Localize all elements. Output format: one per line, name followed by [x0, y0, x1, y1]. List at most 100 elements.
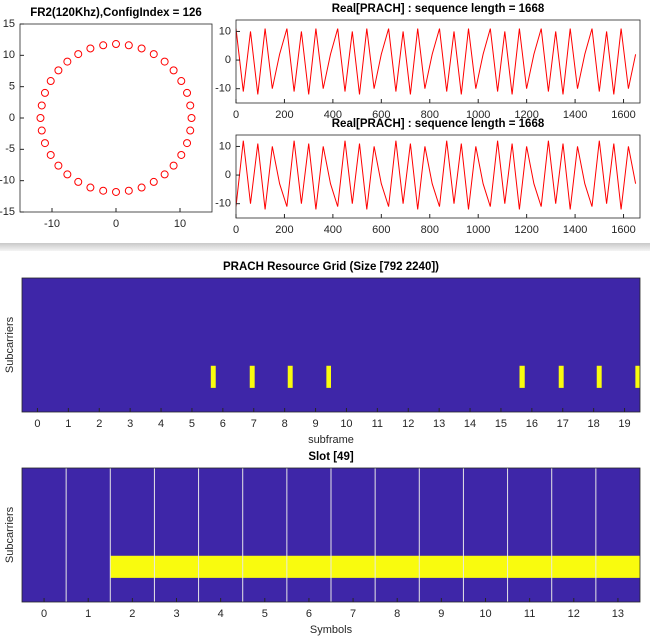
point [160, 170, 169, 179]
point [54, 66, 63, 75]
y-axis-label: Subcarriers [4, 506, 16, 563]
point [99, 186, 108, 195]
x-tick-label: 8 [282, 418, 288, 430]
y-tick-label: -5 [5, 143, 15, 155]
x-tick-label: 0 [34, 418, 40, 430]
point [183, 88, 192, 97]
x-tick-label: 3 [173, 608, 179, 620]
y-tick-label: -10 [215, 198, 231, 210]
line [236, 28, 637, 95]
point [169, 66, 178, 75]
point [63, 170, 72, 179]
point [183, 139, 192, 148]
y-tick-label: 10 [3, 49, 15, 61]
point [86, 44, 95, 53]
x-tick-label: 600 [372, 109, 390, 121]
cell-block [519, 365, 525, 388]
point [124, 186, 133, 195]
point [112, 187, 120, 196]
x-tick-label: 600 [372, 224, 390, 236]
point [169, 161, 178, 170]
y-tick-label: 0 [225, 54, 231, 66]
cell-block [287, 365, 293, 388]
x-tick-label: 6 [220, 418, 226, 430]
point [177, 150, 186, 159]
x-tick-label: 1200 [514, 109, 538, 121]
x-tick-label: 1200 [514, 224, 538, 236]
chart-title: FR2(120Khz),ConfigIndex = 126 [30, 7, 202, 19]
x-tick-label: 3 [127, 418, 133, 430]
x-tick-label: 9 [312, 418, 318, 430]
y-tick-label: 0 [9, 112, 15, 124]
cell-block [635, 365, 640, 388]
y-tick-label: -15 [0, 206, 15, 218]
point [137, 183, 146, 192]
y-axis-label: Subcarriers [4, 316, 16, 373]
chart-title: Real[PRACH] : sequence length = 1668 [332, 118, 545, 130]
point [74, 50, 83, 59]
x-tick-label: 8 [394, 608, 400, 620]
x-tick-label: 0 [233, 109, 239, 121]
y-tick-label: -10 [0, 175, 15, 187]
y-tick-label: 10 [219, 25, 231, 37]
point [160, 57, 169, 66]
x-tick-label: 1600 [611, 224, 635, 236]
cell-block [210, 365, 216, 388]
x-tick-label: 13 [612, 608, 624, 620]
point [40, 88, 49, 97]
point [54, 161, 63, 170]
x-axis-label: subframe [308, 434, 354, 446]
x-tick-label: 800 [421, 224, 439, 236]
axes-box [21, 467, 641, 603]
x-tick-label: 800 [421, 109, 439, 121]
x-tick-label: 16 [526, 418, 538, 430]
chart-title: PRACH Resource Grid (Size [792 2240]) [223, 261, 439, 273]
x-tick-label: 400 [324, 109, 342, 121]
point [36, 114, 45, 122]
point [186, 101, 195, 110]
point [99, 41, 108, 50]
x-tick-label: 12 [568, 608, 580, 620]
x-tick-label: 4 [218, 608, 224, 620]
x-tick-label: 7 [350, 608, 356, 620]
point [37, 126, 46, 135]
y-tick-label: 15 [3, 18, 15, 30]
x-tick-label: 9 [438, 608, 444, 620]
point [112, 40, 120, 49]
cell-block [558, 365, 564, 388]
x-tick-label: 0 [113, 218, 119, 230]
x-tick-label: 7 [251, 418, 257, 430]
point [177, 77, 186, 86]
x-tick-label: 11 [524, 608, 535, 620]
x-tick-label: 11 [372, 418, 383, 430]
x-tick-label: 1 [65, 418, 71, 430]
axes-box [19, 23, 213, 213]
x-tick-label: 10 [340, 418, 352, 430]
cell-block [249, 365, 255, 388]
plot-area [20, 24, 212, 212]
x-tick-label: 400 [324, 224, 342, 236]
point [86, 183, 95, 192]
point [149, 50, 158, 59]
y-tick-label: 0 [225, 169, 231, 181]
x-tick-label: 1600 [611, 109, 635, 121]
x-tick-label: 2 [129, 608, 135, 620]
x-tick-label: 18 [588, 418, 600, 430]
y-tick-label: 10 [219, 140, 231, 152]
x-tick-label: 4 [158, 418, 164, 430]
x-tick-label: 200 [275, 109, 293, 121]
x-tick-label: 5 [262, 608, 268, 620]
x-tick-label: 1 [85, 608, 91, 620]
chart-title: Slot [49] [308, 451, 354, 463]
x-tick-label: 1000 [466, 109, 490, 121]
line [236, 140, 637, 210]
y-tick-label: 5 [9, 81, 15, 93]
point [187, 114, 196, 122]
point [137, 44, 146, 53]
x-tick-label: 17 [557, 418, 569, 430]
x-tick-label: 2 [96, 418, 102, 430]
point [186, 126, 195, 135]
point [46, 150, 55, 159]
cell-block [596, 365, 602, 388]
y-tick-label: -10 [215, 83, 231, 95]
